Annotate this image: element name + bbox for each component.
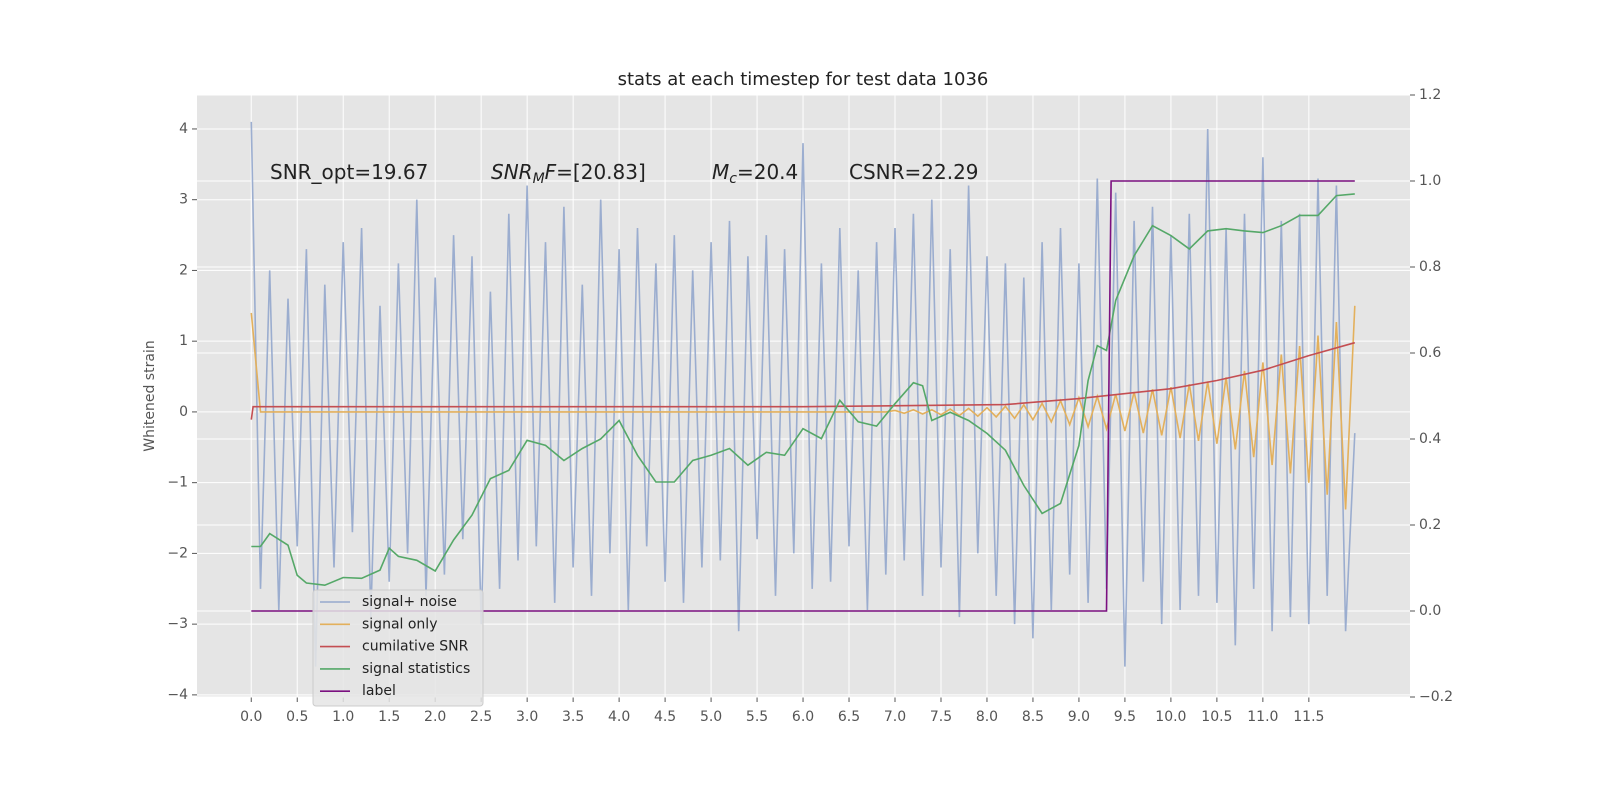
- y2-tick-label: 0.8: [1419, 259, 1441, 275]
- y2-tick-label: 0.0: [1419, 603, 1441, 619]
- annotation-text: =[20.83]: [556, 160, 646, 184]
- x-tick-label: 6.0: [792, 709, 814, 725]
- y2-tick-label: 0.6: [1419, 345, 1441, 361]
- annotation: SNRMF=[20.83]: [491, 160, 646, 188]
- y-tick-label: −3: [167, 616, 188, 632]
- x-tick-label: 0.0: [240, 709, 262, 725]
- annotation: Mc=20.4: [712, 160, 798, 188]
- x-tick-label: 8.5: [1022, 709, 1044, 725]
- x-tick-label: 7.0: [884, 709, 906, 725]
- legend: signal+ noise signal only cumilative SNR si…: [312, 589, 484, 707]
- y-tick-label: −2: [167, 545, 188, 561]
- y2-tick-label: 0.2: [1419, 517, 1441, 533]
- x-tick-label: 11.5: [1293, 709, 1324, 725]
- x-tick-label: 5.0: [700, 709, 722, 725]
- y2-tick-label: 0.4: [1419, 431, 1441, 447]
- legend-label: label: [362, 683, 396, 699]
- x-tick-label: 4.0: [608, 709, 630, 725]
- x-tick-label: 2.5: [470, 709, 492, 725]
- x-tick-label: 2.0: [424, 709, 446, 725]
- annotation-math: F: [545, 160, 557, 184]
- legend-label: signal+ noise: [362, 594, 457, 610]
- x-tick-label: 3.0: [516, 709, 538, 725]
- y2-tick-label: 1.2: [1419, 87, 1441, 103]
- legend-label: cumilative SNR: [362, 639, 469, 655]
- y-tick-label: −1: [167, 475, 188, 491]
- x-tick-label: 0.5: [286, 709, 308, 725]
- annotation-math: SNR: [491, 160, 533, 184]
- x-tick-label: 1.0: [332, 709, 354, 725]
- x-tick-label: 4.5: [654, 709, 676, 725]
- y-tick-label: 1: [179, 333, 188, 349]
- x-tick-label: 10.5: [1201, 709, 1232, 725]
- y-tick-label: 3: [179, 192, 188, 208]
- x-tick-label: 6.5: [838, 709, 860, 725]
- x-tick-label: 9.0: [1068, 709, 1090, 725]
- legend-box: [312, 589, 484, 707]
- x-tick-label: 11.0: [1247, 709, 1278, 725]
- legend-label: signal statistics: [362, 661, 470, 677]
- y-tick-label: 2: [179, 262, 188, 278]
- x-tick-label: 1.5: [378, 709, 400, 725]
- chart-title: stats at each timestep for test data 103…: [618, 69, 989, 90]
- series-line: [250, 305, 1356, 510]
- y-tick-label: −4: [167, 687, 188, 703]
- annotation: CSNR=22.29: [849, 160, 979, 184]
- y-tick-label: 0: [179, 404, 188, 420]
- annotation-subscript: c: [729, 171, 737, 187]
- annotation-text: CSNR=22.29: [849, 160, 979, 184]
- series-line: [251, 180, 1355, 612]
- y2-tick-label: 1.0: [1419, 173, 1441, 189]
- series-line: [251, 193, 1355, 587]
- x-tick-label: 7.5: [930, 709, 952, 725]
- legend-label: signal only: [362, 616, 437, 632]
- x-tick-label: 5.5: [746, 709, 768, 725]
- annotation-math: M: [712, 160, 729, 184]
- x-tick-label: 8.0: [976, 709, 998, 725]
- annotation-text: SNR_opt=19.67: [270, 160, 428, 184]
- x-tick-label: 3.5: [562, 709, 584, 725]
- x-tick-label: 10.0: [1155, 709, 1186, 725]
- annotation-text: =20.4: [737, 160, 798, 184]
- x-tick-label: 9.5: [1114, 709, 1136, 725]
- annotation-subscript: M: [533, 171, 545, 187]
- series-line: [250, 341, 1356, 420]
- annotation: SNR_opt=19.67: [270, 160, 428, 184]
- y-axis-label: Whitened strain: [142, 340, 158, 451]
- y2-tick-label: −0.2: [1419, 689, 1453, 705]
- y-tick-label: 4: [179, 121, 188, 137]
